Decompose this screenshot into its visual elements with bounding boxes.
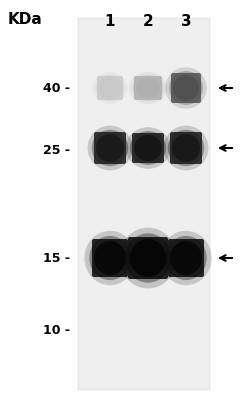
Ellipse shape [132, 75, 164, 101]
Ellipse shape [92, 130, 128, 166]
Text: 15 -: 15 - [43, 252, 70, 264]
Text: 40 -: 40 - [43, 82, 70, 94]
Ellipse shape [96, 75, 124, 101]
Ellipse shape [126, 127, 170, 169]
Ellipse shape [99, 78, 121, 98]
Ellipse shape [173, 75, 199, 101]
Ellipse shape [125, 233, 171, 283]
Ellipse shape [94, 241, 126, 275]
Ellipse shape [130, 239, 166, 277]
Ellipse shape [134, 135, 162, 161]
Ellipse shape [129, 72, 167, 104]
Ellipse shape [96, 134, 124, 162]
FancyBboxPatch shape [134, 76, 162, 100]
Ellipse shape [136, 78, 160, 98]
Text: KDa: KDa [8, 12, 43, 27]
Ellipse shape [168, 130, 204, 166]
Ellipse shape [92, 72, 128, 104]
Bar [78, 18, 210, 390]
FancyBboxPatch shape [132, 133, 164, 163]
Ellipse shape [164, 126, 208, 170]
FancyBboxPatch shape [171, 73, 201, 103]
Text: 10 -: 10 - [43, 324, 70, 336]
Text: 1: 1 [105, 14, 115, 29]
Ellipse shape [165, 67, 207, 109]
Ellipse shape [160, 231, 212, 285]
Ellipse shape [88, 126, 132, 170]
FancyBboxPatch shape [97, 76, 123, 100]
Text: 3: 3 [181, 14, 191, 29]
Ellipse shape [165, 236, 207, 280]
FancyBboxPatch shape [128, 237, 168, 279]
Ellipse shape [89, 236, 131, 280]
FancyBboxPatch shape [168, 239, 204, 277]
Text: 2: 2 [143, 14, 153, 29]
Ellipse shape [119, 228, 177, 288]
FancyBboxPatch shape [94, 132, 126, 164]
Ellipse shape [169, 71, 203, 105]
Ellipse shape [172, 134, 200, 162]
Ellipse shape [130, 131, 166, 165]
FancyBboxPatch shape [170, 132, 202, 164]
Ellipse shape [170, 241, 202, 275]
FancyBboxPatch shape [92, 239, 128, 277]
Text: 25 -: 25 - [43, 144, 70, 156]
Ellipse shape [84, 231, 136, 285]
